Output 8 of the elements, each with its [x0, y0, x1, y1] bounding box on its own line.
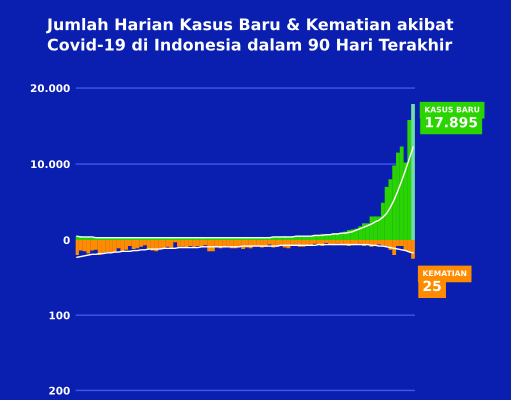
y-tick-label: 100 — [50, 311, 70, 320]
chart-title: Jumlah Harian Kasus Baru & Kematian akibat Covid-19 di Indonesia dalam 90 Hari Terakhir — [46, 18, 454, 51]
y-tick-label: 20.000 — [30, 84, 70, 92]
text: 17.895 — [426, 116, 477, 128]
y-tick-label: 0 — [64, 236, 70, 244]
text: 25 — [424, 280, 441, 292]
y-tick-label: 10.000 — [31, 160, 70, 168]
y-tick-label: 200 — [49, 386, 70, 395]
